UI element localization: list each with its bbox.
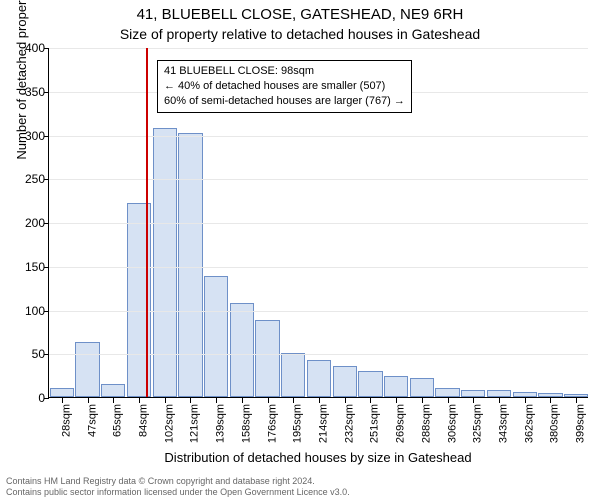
chart-title-line1: 41, BLUEBELL CLOSE, GATESHEAD, NE9 6RH [0,6,600,23]
chart-container: 41, BLUEBELL CLOSE, GATESHEAD, NE9 6RH S… [0,0,600,500]
xtick-label: 232sqm [343,404,346,443]
ytick-label: 50 [11,347,45,361]
histogram-bar [75,342,99,397]
ytick-label: 300 [11,129,45,143]
ytick-label: 100 [11,304,45,318]
xtick-mark [216,397,217,403]
chart-title-line2: Size of property relative to detached ho… [0,26,600,42]
xtick-label: 47sqm [86,404,89,437]
histogram-bar [410,378,434,397]
xtick-mark [293,397,294,403]
xtick-mark [268,397,269,403]
gridline [49,223,588,224]
xtick-label: 139sqm [215,404,218,443]
gridline [49,267,588,268]
histogram-bar [101,384,125,397]
x-axis-label: Distribution of detached houses by size … [48,450,588,465]
xtick-label: 251sqm [369,404,372,443]
xtick-mark [165,397,166,403]
ytick-label: 400 [11,41,45,55]
ytick-label: 350 [11,85,45,99]
xtick-mark [62,397,63,403]
xtick-label: 380sqm [549,404,552,443]
xtick-label: 288sqm [420,404,423,443]
gridline [49,179,588,180]
footer-line1: Contains HM Land Registry data © Crown c… [6,476,350,487]
histogram-bar [255,320,279,397]
gridline [49,48,588,49]
y-axis-label: Number of detached properties [14,0,29,220]
xtick-label: 28sqm [60,404,63,437]
xtick-label: 269sqm [395,404,398,443]
ytick-label: 0 [11,391,45,405]
annotation-line1: 41 BLUEBELL CLOSE: 98sqm [164,64,405,79]
xtick-label: 306sqm [446,404,449,443]
xtick-label: 362sqm [523,404,526,443]
xtick-mark [448,397,449,403]
ytick-label: 250 [11,172,45,186]
annotation-box: 41 BLUEBELL CLOSE: 98sqm← 40% of detache… [157,60,412,113]
annotation-line3: 60% of semi-detached houses are larger (… [164,94,405,109]
gridline [49,311,588,312]
xtick-mark [499,397,500,403]
xtick-label: 195sqm [292,404,295,443]
xtick-label: 399sqm [575,404,578,443]
xtick-mark [550,397,551,403]
histogram-bar [358,371,382,397]
ytick-label: 200 [11,216,45,230]
histogram-bar [230,303,254,398]
annotation-line2: ← 40% of detached houses are smaller (50… [164,79,405,94]
histogram-bar [461,390,485,397]
xtick-mark [242,397,243,403]
gridline [49,136,588,137]
xtick-mark [576,397,577,403]
xtick-label: 102sqm [163,404,166,443]
ytick-label: 150 [11,260,45,274]
reference-line [146,48,148,397]
histogram-bar [178,133,202,397]
plot-area: 05010015020025030035040028sqm47sqm65sqm8… [48,48,588,398]
histogram-bar [153,128,177,397]
footer-attribution: Contains HM Land Registry data © Crown c… [6,476,350,499]
xtick-mark [88,397,89,403]
xtick-mark [345,397,346,403]
xtick-mark [525,397,526,403]
footer-line2: Contains public sector information licen… [6,487,350,498]
xtick-mark [190,397,191,403]
xtick-mark [422,397,423,403]
xtick-label: 84sqm [138,404,141,437]
xtick-mark [370,397,371,403]
xtick-label: 343sqm [498,404,501,443]
histogram-bar [487,390,511,397]
xtick-label: 121sqm [189,404,192,443]
xtick-mark [473,397,474,403]
xtick-label: 65sqm [112,404,115,437]
gridline [49,354,588,355]
xtick-label: 214sqm [318,404,321,443]
histogram-bar [435,388,459,397]
histogram-bar [204,276,228,397]
xtick-mark [139,397,140,403]
xtick-label: 325sqm [472,404,475,443]
histogram-bar [384,376,408,397]
xtick-mark [396,397,397,403]
histogram-bar [281,353,305,397]
xtick-mark [113,397,114,403]
xtick-mark [319,397,320,403]
xtick-label: 158sqm [240,404,243,443]
histogram-bar [307,360,331,397]
histogram-bar [50,388,74,397]
histogram-bar [333,366,357,398]
xtick-label: 176sqm [266,404,269,443]
